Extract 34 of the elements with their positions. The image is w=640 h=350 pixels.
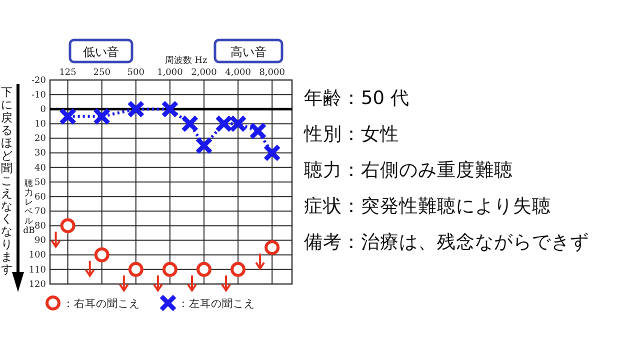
x-tick-label: 500 — [127, 68, 145, 78]
x-tick-label: 2,000 — [191, 68, 218, 78]
text: 低い音 — [83, 45, 119, 59]
y-tick-label: 40 — [34, 163, 46, 174]
y-tick-label: 20 — [34, 134, 46, 144]
x-tick-label: 250 — [93, 68, 111, 78]
y-tick-label: -10 — [32, 90, 46, 100]
y-tick-label: 90 — [34, 236, 46, 246]
text: 年齢：50 代 — [304, 88, 410, 109]
x-tick-label: 4,000 — [225, 68, 252, 78]
x-tick-label: 8,000 — [259, 68, 286, 78]
y-tick-label: 70 — [34, 207, 46, 218]
legend-label: ：右耳の聞こえ — [63, 298, 140, 310]
y-tick-label: 60 — [34, 192, 46, 202]
text: 症状：突発性難聴により失聴 — [304, 195, 551, 217]
text: 聴力：右側のみ重度難聴 — [304, 159, 513, 181]
y-tick-label: 10 — [34, 120, 46, 130]
y-tick-label: -20 — [32, 76, 46, 86]
legend-label: ：左耳の聞こえ — [178, 298, 255, 310]
x-tick-label: 1,000 — [157, 68, 184, 78]
y-axis-title: 聴力レベル dB — [23, 178, 35, 236]
text: 備考：治療は、残念ながらできず — [304, 231, 589, 253]
x-tick-label: 125 — [59, 68, 77, 78]
x-axis-title: 周波数 Hz — [164, 55, 208, 66]
y-tick-label: 30 — [34, 148, 46, 159]
y-tick-label: 100 — [28, 250, 46, 261]
y-tick-label: 120 — [28, 280, 46, 290]
y-tick-label: 110 — [28, 265, 46, 276]
text: 高い音 — [230, 45, 266, 59]
y-tick-label: 0 — [40, 105, 46, 116]
text: 下に戻るほど聞こえなくなります — [1, 85, 13, 276]
text: 性別：女性 — [303, 124, 399, 145]
y-tick-label: 80 — [34, 222, 46, 232]
y-tick-label: 50 — [34, 178, 46, 188]
